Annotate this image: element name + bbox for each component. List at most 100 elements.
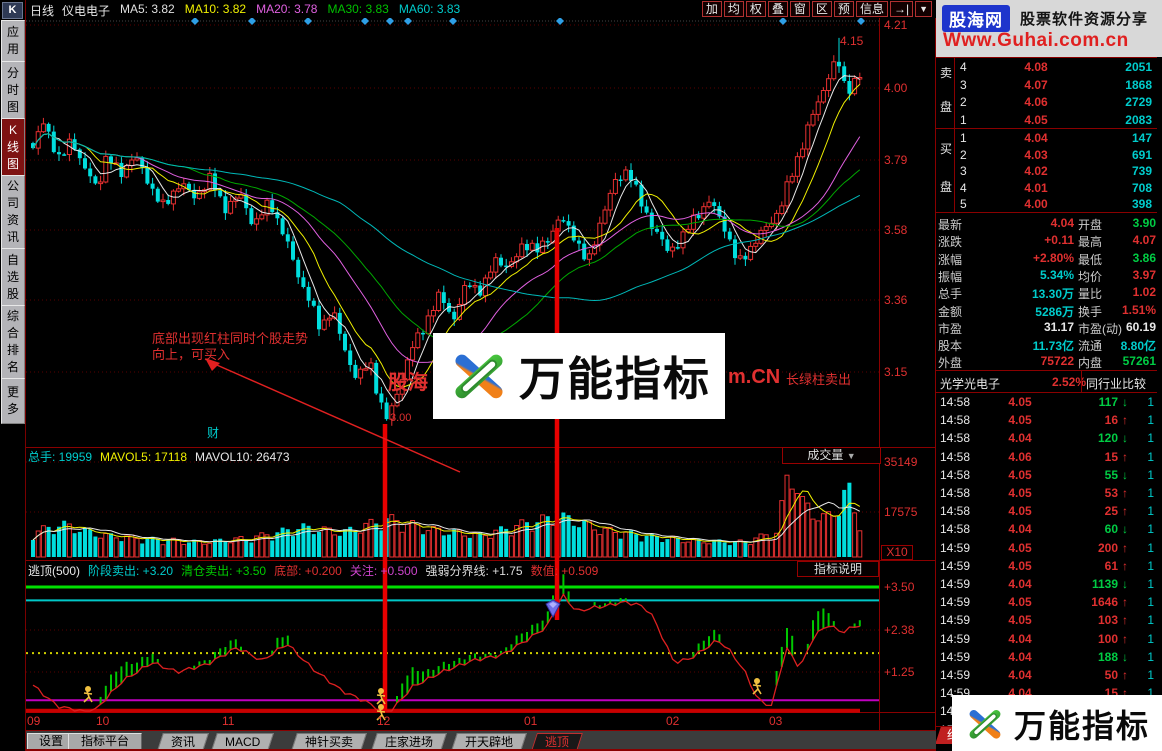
divider (25, 712, 935, 713)
tick-price: 4.05 (1008, 504, 1032, 519)
tick-time: 14:58 (940, 395, 971, 409)
topbar-button-加[interactable]: 加 (701, 1, 722, 17)
date-axis-label: 09 (27, 714, 41, 728)
sell-group-label: 盘 (940, 100, 953, 114)
tick-price: 4.05 (1008, 395, 1032, 409)
sell-level: 1 (960, 112, 967, 127)
info-label: 涨跌 (938, 235, 963, 250)
indicator-title: 逃顶(500) (28, 564, 81, 578)
sidebar-item-应用[interactable]: 应用 (1, 20, 25, 62)
indicator-platform-button[interactable]: 指标平台 (68, 733, 142, 750)
tick-count: 1 (1147, 595, 1154, 610)
tick-count: 1 (1147, 558, 1154, 573)
arrow-up-icon: ↑ (1122, 686, 1128, 701)
buy-level: 1 (960, 131, 967, 145)
info-value: 3.86 (1132, 250, 1156, 265)
info-value: +0.11 (1044, 233, 1074, 248)
sidebar-item-综合排名[interactable]: 综合排名 (1, 305, 25, 379)
indicator-chart[interactable] (25, 560, 880, 712)
indicator-param: 关注: +0.500 (349, 564, 418, 578)
info-label: 开盘 (1078, 218, 1103, 232)
period-label[interactable]: 日线 (30, 4, 55, 18)
volume-header: 总手: 19959 MAVOL5: 17118 MAVOL10: 26473 (28, 448, 298, 465)
sell-price: 4.08 (1024, 60, 1048, 74)
buy-level: 3 (960, 164, 967, 179)
buy-annotation-line2: 向上，可买入 (152, 347, 231, 362)
indicator-help-button[interactable]: 指标说明 (797, 561, 879, 577)
banner-url: Www.Guhai.com.cn (943, 30, 1129, 51)
tick-count: 1 (1147, 613, 1154, 628)
sell-volume: 2051 (1125, 60, 1152, 74)
divider (936, 128, 1157, 129)
tick-count: 1 (1147, 668, 1154, 682)
wanneng-watermark-center: 万能指标 (433, 333, 725, 419)
topbar-button-叠[interactable]: 叠 (767, 1, 788, 17)
info-value: 5286万 (1035, 304, 1074, 319)
stock-name[interactable]: 仪电电子 (62, 4, 111, 18)
sell-volume: 2729 (1125, 95, 1152, 109)
buy-price: 4.03 (1024, 147, 1048, 162)
collapse-panel-icon[interactable]: →| (889, 1, 914, 17)
buy-level: 4 (960, 180, 967, 195)
topbar-button-信息[interactable]: 信息 (855, 1, 888, 17)
price-axis-label: 3.58 (884, 223, 908, 237)
topbar-button-窗[interactable]: 窗 (789, 1, 810, 17)
tick-price: 4.05 (1008, 486, 1032, 500)
info-value: 1.02 (1132, 285, 1156, 300)
volume-header-value: 总手: 19959 (28, 450, 93, 464)
info-label: 市盈(动) (1078, 321, 1122, 336)
tick-volume: 120 (1097, 431, 1118, 446)
industry-compare-button[interactable]: 同行业比较 (1086, 377, 1147, 391)
info-value: 60.19 (1125, 319, 1156, 334)
topbar-button-均[interactable]: 均 (723, 1, 744, 17)
buy-volume: 708 (1131, 180, 1152, 195)
arrow-up-icon: ↑ (1122, 504, 1128, 519)
divider (936, 212, 1157, 213)
finance-marker[interactable]: 财 (207, 426, 220, 440)
arrow-up-icon: ↑ (1122, 540, 1128, 555)
volume-multiplier: X10 (881, 545, 913, 560)
indicator-selector[interactable]: 成交量 ▼ (782, 447, 881, 464)
sidebar-item-分时图[interactable]: 分时图 (1, 61, 25, 119)
quote-panel: 卖盘买盘 4 4.08 2051 3 4.07 1868 2 4.06 2729 1 4.05 2083… (935, 0, 1162, 751)
arrow-down-icon: ↓ (1122, 431, 1128, 446)
info-value: 5.34% (1039, 267, 1074, 282)
tick-count: 1 (1147, 540, 1154, 555)
tick-time: 14:58 (940, 449, 971, 464)
wanneng-watermark-corner: 万能指标 (952, 695, 1162, 751)
settings-button[interactable]: 设置 (27, 733, 75, 750)
indicator-param: 阶段卖出: +3.20 (88, 564, 174, 578)
sidebar-item-更多[interactable]: 更多 (1, 378, 25, 424)
topbar-button-预[interactable]: 预 (833, 1, 854, 17)
tick-price: 4.05 (1008, 595, 1032, 610)
sidebar-item-自选股[interactable]: 自选股 (1, 248, 25, 306)
sell-annotation: 长绿柱卖出 (786, 372, 852, 387)
topbar-button-区[interactable]: 区 (811, 1, 832, 17)
tick-volume: 200 (1097, 540, 1118, 555)
info-value: 1.51% (1121, 302, 1156, 317)
tick-count: 1 (1147, 449, 1154, 464)
info-label: 市盈 (938, 321, 963, 336)
wanneng-watermark-text: 万能指标 (1013, 708, 1150, 744)
topbar-button-权[interactable]: 权 (745, 1, 766, 17)
info-value: 4.07 (1132, 233, 1156, 248)
info-label: 流通 (1078, 339, 1103, 354)
tick-time: 14:59 (940, 613, 971, 628)
buy-volume: 739 (1131, 164, 1152, 179)
date-axis-label: 03 (769, 714, 783, 728)
divider (0, 749, 936, 751)
info-value: 31.17 (1043, 319, 1074, 334)
info-label: 最新 (938, 218, 963, 232)
tick-count: 1 (1147, 631, 1154, 646)
price-axis-label: 4.00 (884, 81, 908, 95)
sidebar-item-公司资讯[interactable]: 公司资讯 (1, 175, 25, 249)
buy-level: 2 (960, 147, 967, 162)
sell-level: 4 (960, 60, 967, 74)
industry-name[interactable]: 光学光电子 (940, 377, 1001, 391)
bottom-tab-bar: 设置 指标平台 资讯 MACD 神针买卖 庄家进场 开天辟地 逃顶 (0, 730, 936, 751)
tick-time: 14:59 (940, 649, 971, 664)
chevron-down-icon[interactable]: ▼ (915, 1, 932, 17)
low-price-label: 3.00 (390, 412, 412, 424)
